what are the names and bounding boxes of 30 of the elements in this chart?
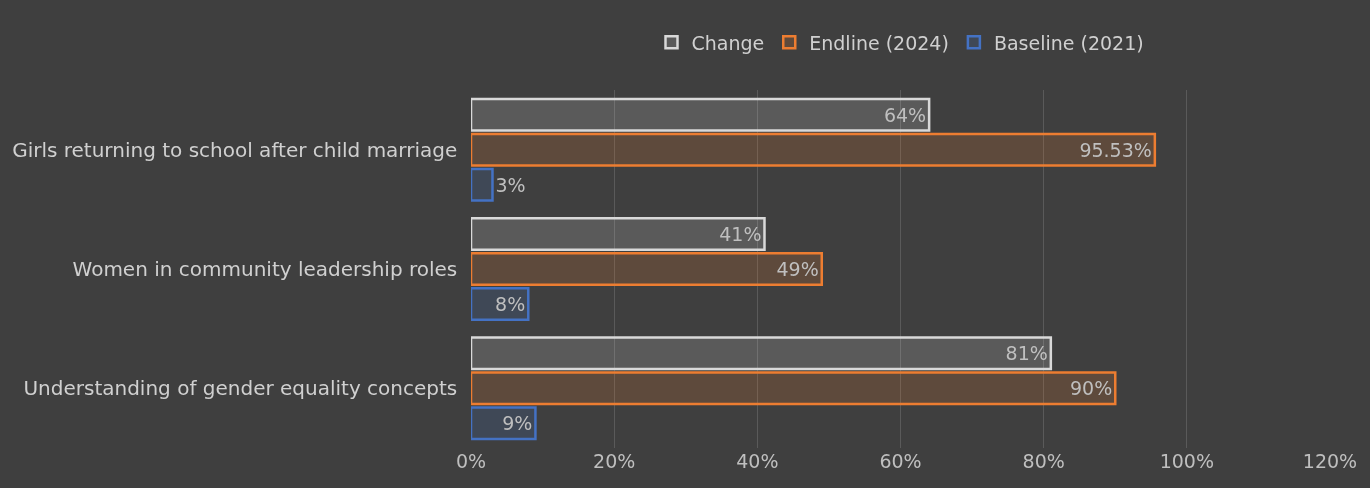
- y-tick-label: Understanding of gender equality concepts: [23, 376, 470, 401]
- bar: [471, 336, 1053, 371]
- bar: [471, 132, 1157, 167]
- legend-label: Change: [691, 31, 765, 54]
- data-label: 81%: [1005, 342, 1048, 365]
- bar: [471, 216, 766, 251]
- x-tick-label: 80%: [1022, 450, 1065, 472]
- data-label: 9%: [502, 412, 533, 435]
- data-label: 8%: [495, 293, 526, 316]
- data-label: 41%: [719, 222, 762, 245]
- bar: [471, 97, 931, 132]
- bar: [471, 406, 537, 441]
- y-tick-label: Girls returning to school after child marriage: [12, 137, 470, 162]
- x-tick-label: 20%: [593, 450, 636, 472]
- data-label: 3%: [495, 173, 526, 196]
- x-tick-label: 60%: [879, 450, 922, 472]
- data-label: 49%: [776, 258, 819, 280]
- x-tick-label: 40%: [736, 450, 779, 472]
- data-label: 95.53%: [1079, 138, 1152, 161]
- y-tick-label: Women in community leadership roles: [72, 257, 470, 281]
- data-label: 90%: [1070, 377, 1113, 400]
- x-tick-label: 120%: [1302, 450, 1358, 472]
- legend-label: Baseline (2021): [993, 31, 1144, 54]
- x-tick-label: 100%: [1159, 450, 1214, 472]
- legend-label: Endline (2024): [809, 31, 949, 54]
- bar: [471, 167, 494, 202]
- bar: [471, 252, 824, 286]
- bar: [471, 371, 1117, 406]
- data-label: 64%: [883, 103, 927, 126]
- x-tick-label: 0%: [455, 450, 487, 472]
